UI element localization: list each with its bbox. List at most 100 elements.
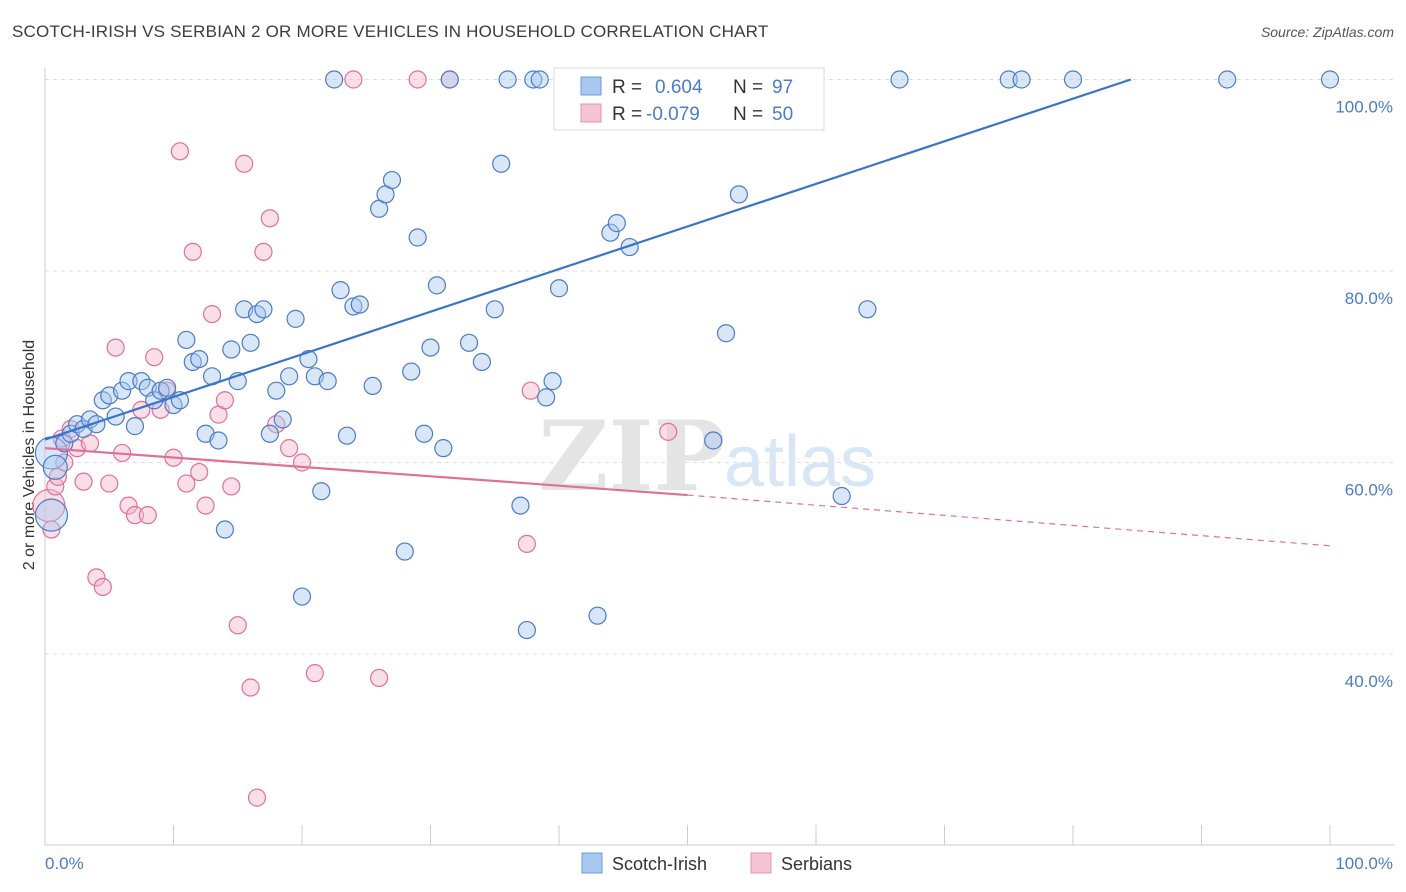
point-scotch-irish-50 [363,376,382,395]
bottom-legend-label-scotch-irish: Scotch-Irish [612,854,707,874]
point-scotch-irish-46 [331,281,350,300]
zipatlas-watermark: ZIP atlas [538,400,876,513]
point-serbians-15 [119,496,138,515]
point-scotch-irish-39 [286,309,305,328]
point-scotch-irish-2 [42,454,68,480]
point-serbians-27 [196,496,215,515]
point-scotch-irish-63 [472,352,491,372]
point-scotch-irish-3 [55,434,74,453]
point-scotch-irish-41 [299,349,318,369]
point-serbians-43 [517,534,536,553]
point-scotch-irish-62 [459,333,479,352]
point-scotch-irish-14 [125,417,145,436]
point-scotch-irish-71 [537,388,556,407]
legend-n-label-scotch: N = [733,77,763,98]
trend-line-scotch-irish [44,78,1132,441]
legend-n-value-scotch: 97 [772,77,793,98]
point-serbians-28 [202,304,222,324]
source-label: Source: ZipAtlas.com [1260,24,1394,40]
point-scotch-irish-38 [280,367,299,386]
legend-n-value-serbians: 50 [772,104,793,125]
point-scotch-irish-87 [832,486,851,506]
point-scotch-irish-91 [1012,70,1031,89]
point-scotch-irish-22 [177,330,196,350]
point-serbians-37 [260,209,279,228]
point-serbians-40 [292,453,312,472]
trend-line-serbians [44,447,688,497]
point-serbians-36 [254,242,273,261]
stats-legend: R = 0.604 N = 97 R = -0.079 N = 50 [553,67,825,131]
point-scotch-irish-58 [421,338,440,357]
point-scotch-irish-83 [729,185,749,204]
point-serbians-10 [87,568,106,587]
point-serbians-26 [190,462,209,482]
point-serbians-24 [177,474,196,493]
point-serbians-35 [247,788,267,807]
chart-title: SCOTCH-IRISH VS SERBIAN 2 OR MORE VEHICL… [12,22,769,41]
legend-swatch-serbians [580,103,602,123]
point-scotch-irish-67 [511,496,530,515]
point-serbians-25 [183,242,202,261]
point-scotch-irish-36 [267,381,286,400]
legend-r-label-serbians: R = [612,104,642,125]
point-scotch-irish-73 [549,279,569,298]
bottom-legend-label-serbians: Serbians [781,854,852,874]
point-serbians-45 [659,422,678,441]
point-scotch-irish-45 [325,70,344,89]
point-scotch-irish-88 [858,300,877,319]
point-serbians-18 [138,506,157,525]
series-legend: Scotch-Irish Serbians [581,852,852,874]
point-serbians-31 [222,477,241,496]
point-scotch-irish-92 [1063,70,1083,89]
watermark-zip: ZIP [538,400,725,513]
point-scotch-irish-28 [215,520,234,539]
point-scotch-irish-56 [408,228,427,247]
point-serbians-34 [241,678,260,697]
y-tick-label-100: 100.0% [1335,98,1393,117]
point-serbians-16 [125,506,145,525]
point-scotch-irish-40 [292,587,312,606]
point-scotch-irish-72 [543,372,562,391]
point-scotch-irish-64 [485,300,504,319]
point-serbians-12 [100,474,119,493]
point-serbians-13 [106,338,125,357]
point-serbians-42 [370,668,389,688]
point-scotch-irish-47 [337,426,357,445]
watermark-atlas: atlas [724,422,876,502]
point-serbians-23 [170,142,190,161]
axes [44,68,1395,846]
y-tick-label-40: 40.0% [1345,672,1393,691]
point-scotch-irish-37 [273,410,292,429]
point-serbians-8 [74,472,93,491]
point-scotch-irish-69 [524,70,543,89]
trend-line-serbians-extrapolated [687,494,1331,547]
point-scotch-irish-78 [607,214,626,233]
point-serbians-39 [280,439,299,458]
point-scotch-irish-15 [132,372,151,391]
point-scotch-irish-57 [414,424,434,443]
point-scotch-irish-65 [492,154,511,173]
trend-lines [44,78,1331,547]
point-scotch-irish-89 [890,70,909,89]
legend-swatch-scotch-irish [580,76,602,96]
point-scotch-irish-82 [716,324,736,343]
tick-labels: 40.0% 60.0% 80.0% 100.0% 0.0% 100.0% [45,98,1393,874]
x-tick-label-min: 0.0% [45,854,84,873]
point-scotch-irish-94 [1320,70,1340,89]
y-tick-label-60: 60.0% [1345,481,1393,500]
point-scotch-irish-13 [119,372,138,391]
legend-n-label-serbians: N = [733,104,763,125]
legend-r-value-serbians: -0.079 [646,104,700,125]
legend-r-label-scotch: R = [612,77,642,98]
point-scotch-irish-59 [427,276,447,295]
point-scotch-irish-77 [601,223,620,242]
point-scotch-irish-29 [222,340,241,359]
point-scotch-irish-55 [402,362,421,381]
point-serbians-32 [228,616,247,635]
point-scotch-irish-24 [190,349,209,369]
point-scotch-irish-79 [620,237,639,257]
point-serbians-41 [305,664,324,683]
point-serbians-11 [93,577,112,597]
point-scotch-irish-61 [440,70,459,89]
